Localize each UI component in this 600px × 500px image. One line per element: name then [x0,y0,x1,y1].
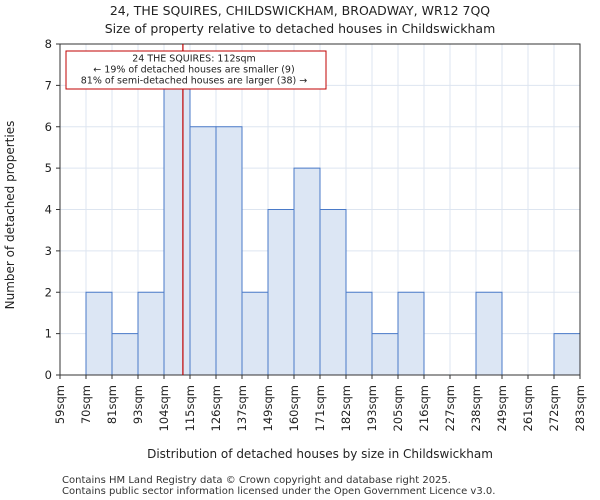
y-axis-label: Number of detached properties [3,121,17,310]
annotation-line2: ← 19% of detached houses are smaller (9) [93,65,294,76]
x-tick-label: 249sqm [495,385,509,431]
x-tick-label: 261sqm [521,385,535,431]
x-tick-label: 171sqm [313,385,327,431]
x-tick-label: 104sqm [157,385,171,431]
y-tick-label: 6 [45,120,52,134]
x-tick-label: 149sqm [261,385,275,431]
plot-frame [59,43,581,376]
bar [475,291,503,376]
x-tick-label: 93sqm [131,385,145,424]
y-tick-label: 4 [45,203,52,217]
x-tick-label: 182sqm [339,385,353,431]
bar [241,291,269,376]
y-tick-label: 3 [45,244,52,258]
annotation-line1: 24 THE SQUIRES: 112sqm [132,54,256,65]
x-tick-label: 115sqm [183,385,197,431]
y-tick-label: 1 [45,327,52,341]
y-tick-label: 8 [45,37,52,51]
annotation-line3: 81% of semi-detached houses are larger (… [81,76,308,87]
bar [111,333,139,376]
bars-group [85,84,581,376]
x-tick-label: 216sqm [417,385,431,431]
y-tick-label: 0 [45,368,52,382]
histogram-chart: 0 1 2 3 4 5 6 7 8 59sqm 70sqm 81sqm 93sqm 104sqm 115s… [3,37,587,461]
chart-title-address: 24, THE SQUIRES, CHILDSWICKHAM, BROADWAY… [109,3,491,18]
x-ticks: 59sqm 70sqm 81sqm 93sqm 104sqm 115sqm 126sqm 13… [53,375,587,431]
bar [163,84,191,376]
x-tick-label: 227sqm [443,385,457,431]
footer-copyright: Contains HM Land Registry data © Crown c… [62,475,451,486]
x-tick-label: 205sqm [391,385,405,431]
bar [397,291,425,376]
bar [371,333,399,376]
bar [293,167,321,376]
x-tick-label: 126sqm [209,385,223,431]
annotation-box: 24 THE SQUIRES: 112sqm ← 19% of detached… [65,50,327,90]
x-tick-label: 238sqm [469,385,483,431]
x-tick-label: 283sqm [573,385,587,431]
y-tick-label: 2 [45,285,52,299]
bar [319,209,347,376]
footer-licence: Contains public sector information licen… [62,486,496,497]
bar [215,126,243,376]
x-tick-label: 272sqm [547,385,561,431]
chart-subtitle: Size of property relative to detached ho… [104,21,496,36]
bar [85,291,113,376]
x-axis-label: Distribution of detached houses by size … [147,447,493,461]
bar [189,126,217,376]
x-tick-label: 59sqm [53,385,67,424]
x-tick-label: 193sqm [365,385,379,431]
bar [137,291,165,376]
y-ticks: 0 1 2 3 4 5 6 7 8 [45,37,60,382]
y-tick-label: 5 [45,161,52,175]
x-tick-label: 70sqm [79,385,93,424]
x-tick-label: 160sqm [287,385,301,431]
bar [267,209,295,376]
bar [345,291,373,376]
y-tick-label: 7 [45,78,52,92]
x-tick-label: 137sqm [235,385,249,431]
x-tick-label: 81sqm [105,385,119,424]
bar [553,333,581,376]
